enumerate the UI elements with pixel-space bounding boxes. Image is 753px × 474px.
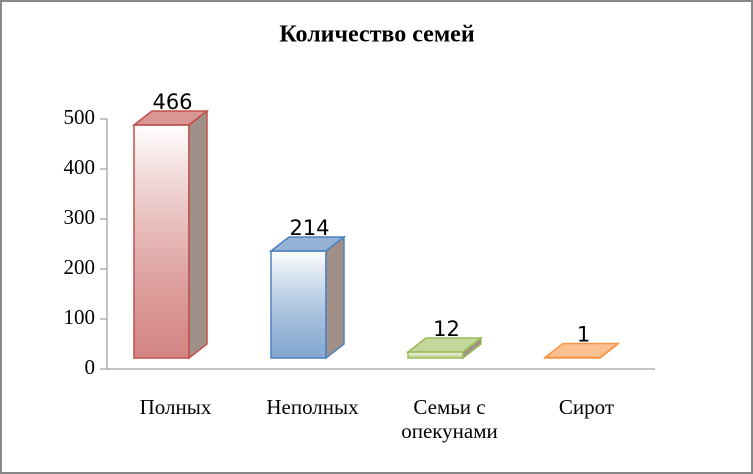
value-label: 1 <box>577 323 590 347</box>
bar <box>542 341 621 360</box>
y-tick-label: 0 <box>85 355 96 379</box>
bar-side <box>325 235 345 360</box>
bar-front <box>270 250 327 359</box>
bar-front <box>407 351 464 359</box>
bar-top <box>405 337 484 353</box>
bar-top <box>542 342 621 359</box>
y-tick-label: 200 <box>64 255 96 279</box>
bar-front <box>133 124 190 359</box>
x-tick-label: Полных <box>139 395 212 419</box>
x-tick-label: Семьи с опекунами <box>401 395 498 443</box>
value-label: 12 <box>433 317 460 341</box>
value-label: 466 <box>152 90 192 114</box>
y-tick-label: 100 <box>64 305 96 329</box>
bar <box>268 235 347 360</box>
bar <box>131 109 210 360</box>
y-tick-label: 300 <box>64 205 96 229</box>
bar-top <box>131 110 210 126</box>
value-label: 214 <box>289 216 329 240</box>
x-tick-label: Сирот <box>558 395 615 419</box>
y-tick-label: 400 <box>64 155 96 179</box>
x-tick-label: Неполных <box>266 395 359 419</box>
bar-top <box>268 236 347 252</box>
y-tick-label: 500 <box>64 105 96 129</box>
bar <box>405 336 484 360</box>
chart-title: Количество семей <box>279 22 475 48</box>
bar-side <box>188 109 208 360</box>
